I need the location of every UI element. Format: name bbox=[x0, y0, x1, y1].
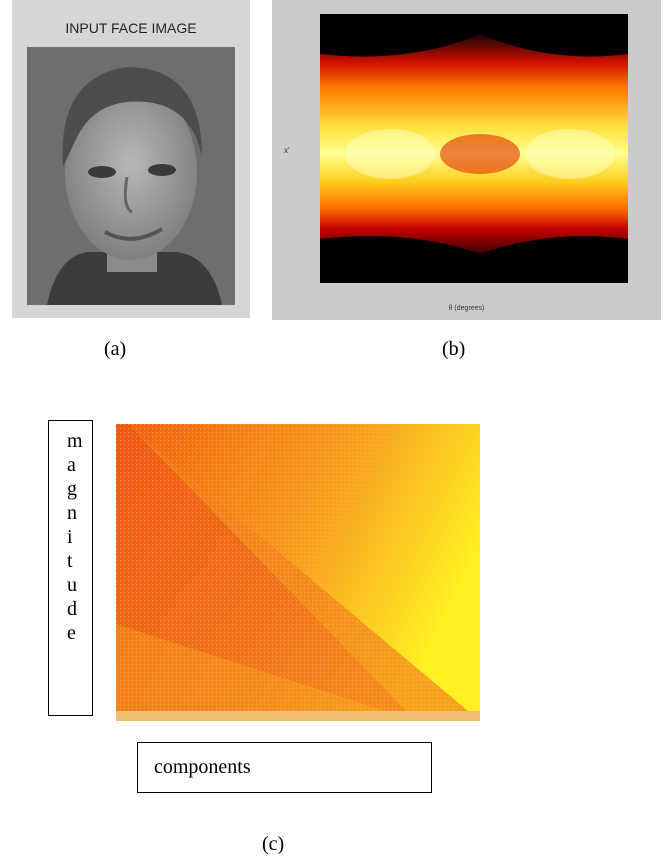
y-axis-label: magnitude bbox=[48, 420, 93, 716]
y-axis-label: x' bbox=[284, 146, 290, 155]
caption: (b) bbox=[442, 338, 466, 360]
caption: (a) bbox=[104, 338, 127, 360]
face-panel: INPUT FACE IMAGE bbox=[12, 0, 250, 318]
label-text: magnitude bbox=[67, 430, 83, 644]
radon-panel: θ (degrees) x' bbox=[272, 0, 661, 320]
panel-title: INPUT FACE IMAGE bbox=[65, 20, 197, 36]
x-axis-label: θ (degrees) bbox=[448, 305, 485, 312]
radon-image bbox=[320, 14, 628, 283]
x-axis-label: components bbox=[137, 742, 432, 793]
caption: (c) bbox=[262, 833, 285, 855]
face-image bbox=[27, 47, 235, 305]
heatmap-image bbox=[116, 424, 480, 721]
